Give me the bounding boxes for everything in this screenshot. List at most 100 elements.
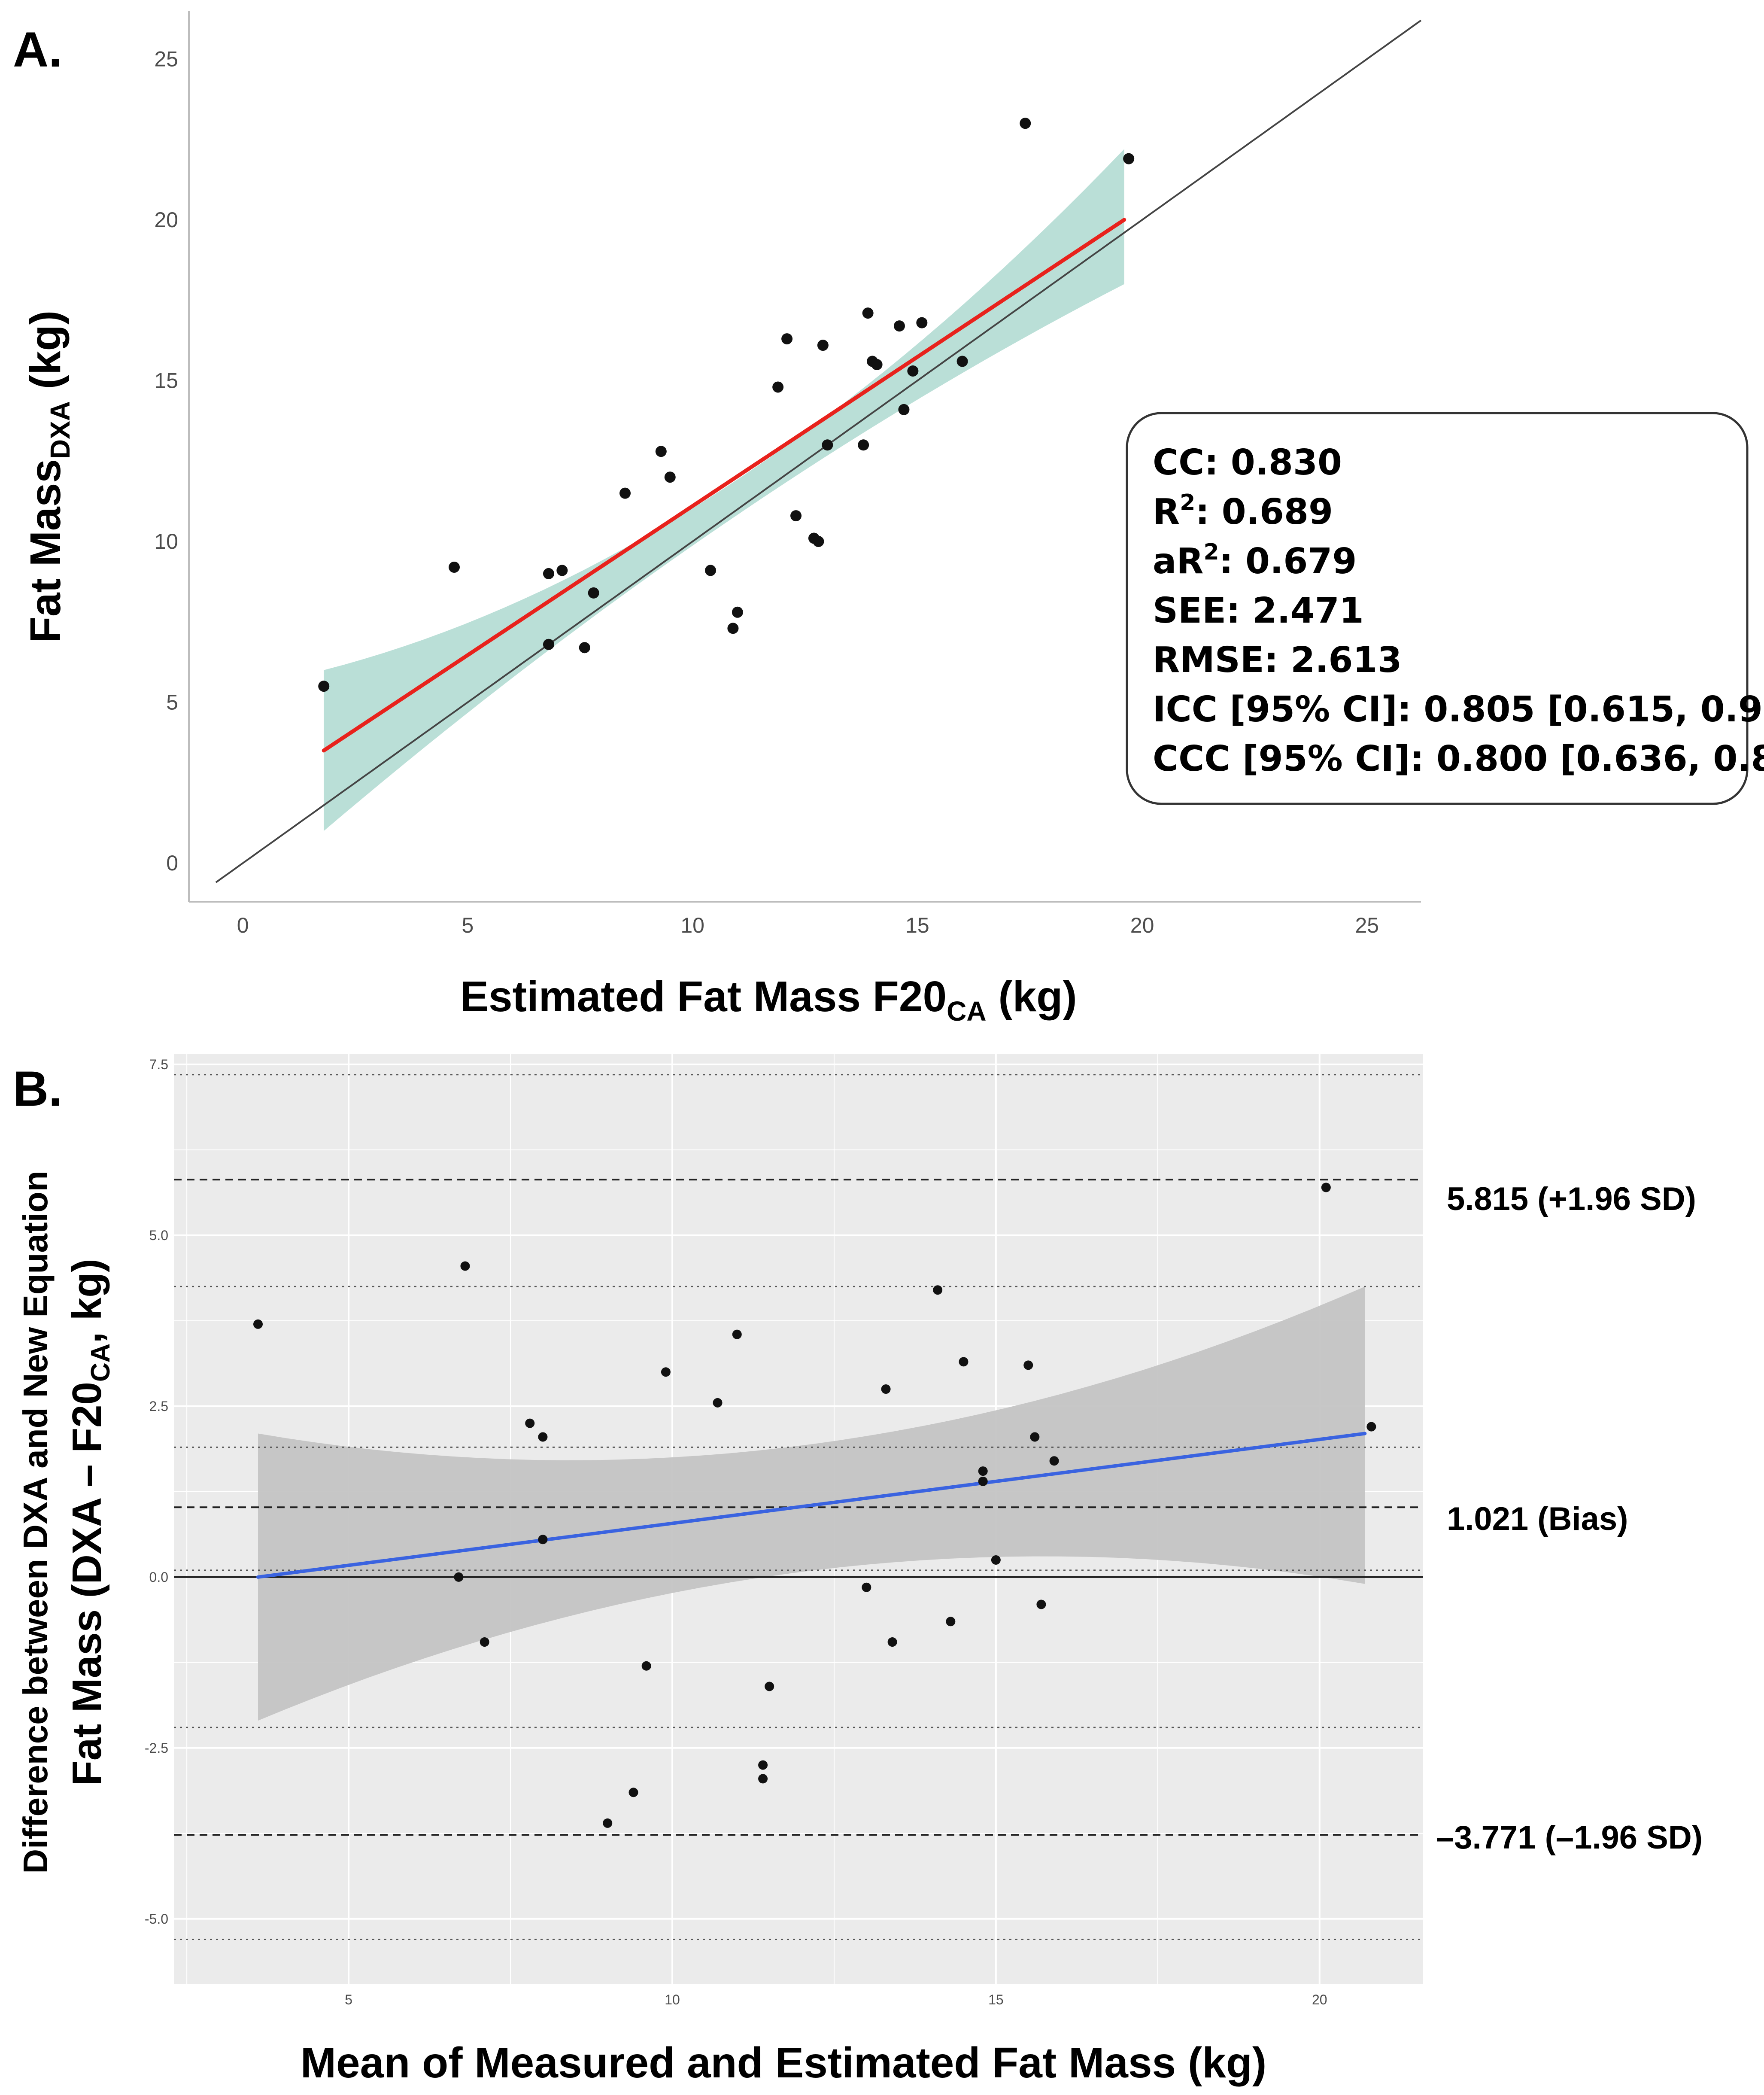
panel-a-data-point bbox=[705, 565, 717, 576]
panel-b-data-point bbox=[1366, 1422, 1376, 1432]
panel-b-data-point bbox=[253, 1319, 263, 1329]
panel-a-data-point bbox=[732, 606, 743, 618]
panel-a-ci-band bbox=[324, 149, 1124, 831]
panel-b-data-point bbox=[978, 1466, 988, 1476]
panel-a-data-point bbox=[772, 381, 784, 393]
panel-b-data-point bbox=[713, 1398, 723, 1408]
panel-a-data-point bbox=[1020, 118, 1031, 129]
panel-b-data-point bbox=[454, 1572, 464, 1582]
panel-a-data-point bbox=[898, 404, 910, 415]
panel-b-data-point bbox=[946, 1617, 956, 1627]
panel-b-chart: B. 5 10 15 20 -5.0 -2.5 0.0 2.5 5.0 7.5 5.815 (+… bbox=[13, 1054, 1703, 2087]
panel-a-ci-band-group bbox=[324, 149, 1124, 831]
panel-b-y-tick-label: 0.0 bbox=[149, 1569, 168, 1585]
stat-icc: ICC [95% CI]: 0.805 [0.615, 0.904] bbox=[1153, 689, 1764, 730]
panel-b-y-tick-label: 2.5 bbox=[149, 1399, 168, 1414]
panel-a-chart: A. 0 5 10 15 20 25 0 5 10 15 20 25 Estimated Fat M… bbox=[13, 11, 1764, 1027]
panel-a-x-tick-label: 25 bbox=[1355, 913, 1379, 937]
stat-rmse: RMSE: 2.613 bbox=[1153, 640, 1402, 681]
panel-a-data-point bbox=[727, 623, 739, 634]
bias-label: 1.021 (Bias) bbox=[1447, 1501, 1628, 1537]
panel-b-data-point bbox=[881, 1384, 891, 1394]
panel-a-data-point bbox=[822, 439, 833, 451]
panel-a-data-point bbox=[579, 642, 590, 654]
panel-b-y-tick-label: 7.5 bbox=[149, 1057, 168, 1072]
panel-b-data-point bbox=[1321, 1183, 1331, 1192]
panel-a-data-point bbox=[619, 487, 631, 499]
panel-b-x-tick-label: 10 bbox=[665, 1992, 680, 2007]
panel-b-data-point bbox=[732, 1329, 742, 1339]
panel-a-data-point bbox=[916, 317, 928, 328]
panel-b-fit-line bbox=[256, 1432, 1367, 1579]
panel-a-stats-box bbox=[1126, 412, 1749, 805]
panel-a-y-tick-label: 20 bbox=[154, 208, 178, 232]
panel-a-x-axis-title: Estimated Fat Mass F20CA (kg) bbox=[460, 973, 1077, 1027]
panel-a-data-point bbox=[664, 471, 676, 483]
panel-b-fit-line-group bbox=[256, 1432, 1367, 1579]
panel-b-data-point bbox=[525, 1418, 535, 1428]
panel-b-data-point bbox=[661, 1367, 671, 1377]
panel-a-data-point bbox=[907, 365, 919, 377]
panel-a-data-point bbox=[781, 333, 793, 345]
panel-b-data-point bbox=[959, 1357, 969, 1367]
panel-b-data-point bbox=[1049, 1456, 1059, 1466]
panel-a-data-point bbox=[588, 587, 599, 599]
panel-a-data-point bbox=[817, 340, 829, 351]
panel-b-data-point bbox=[991, 1555, 1001, 1565]
panel-a-data-point bbox=[893, 320, 905, 332]
panel-b-x-axis-title: Mean of Measured and Estimated Fat Mass … bbox=[301, 2039, 1267, 2087]
lower-loa-label: –3.771 (–1.96 SD) bbox=[1436, 1819, 1703, 1856]
panel-a-data-point bbox=[956, 356, 968, 367]
panel-b-data-point bbox=[480, 1637, 489, 1647]
stat-cc: CC: 0.830 bbox=[1153, 442, 1342, 483]
panel-a-y-ticks: 0 5 10 15 20 25 bbox=[154, 47, 178, 875]
panel-b-label: B. bbox=[13, 1061, 62, 1116]
stat-see: SEE: 2.471 bbox=[1153, 590, 1364, 631]
panel-a-y-tick-label: 5 bbox=[166, 690, 178, 715]
panel-b-x-tick-label: 15 bbox=[988, 1992, 1004, 2007]
panel-b-data-point bbox=[978, 1476, 988, 1486]
panel-a-x-tick-label: 20 bbox=[1130, 913, 1154, 937]
upper-loa-label: 5.815 (+1.96 SD) bbox=[1447, 1181, 1696, 1217]
panel-b-x-tick-label: 20 bbox=[1312, 1992, 1327, 2007]
panel-b-y-ticks: -5.0 -2.5 0.0 2.5 5.0 7.5 bbox=[145, 1057, 168, 1927]
panel-b-data-point bbox=[1023, 1360, 1033, 1370]
panel-a-y-tick-label: 25 bbox=[154, 47, 178, 71]
panel-a-label: A. bbox=[13, 22, 62, 77]
panel-a-x-ticks: 0 5 10 15 20 25 bbox=[237, 913, 1379, 937]
stat-ccc: CCC [95% CI]: 0.800 [0.636, 0.895] bbox=[1153, 739, 1764, 779]
panel-b-data-point bbox=[765, 1681, 774, 1691]
panel-a-data-point bbox=[448, 561, 460, 573]
panel-b-data-point bbox=[862, 1582, 871, 1592]
panel-a-data-point bbox=[862, 307, 874, 319]
panel-a-stats-text: CC: 0.830 R2: 0.689 aR2: 0.679 SEE: 2.47… bbox=[1153, 442, 1764, 779]
panel-a-data-point bbox=[543, 639, 554, 650]
panel-a-x-tick-label: 10 bbox=[680, 913, 704, 937]
panel-a-data-point bbox=[813, 536, 824, 547]
panel-b-data-point bbox=[603, 1818, 613, 1828]
panel-a-y-tick-label: 0 bbox=[166, 851, 178, 875]
panel-b-data-point bbox=[628, 1788, 638, 1797]
panel-a-data-point bbox=[655, 446, 667, 457]
panel-a-x-tick-label: 0 bbox=[237, 913, 249, 937]
panel-a-points-group bbox=[318, 118, 1135, 692]
panel-a-data-point bbox=[543, 568, 554, 579]
panel-b-x-ticks: 5 10 15 20 bbox=[345, 1992, 1327, 2007]
panel-b-data-point bbox=[538, 1432, 548, 1442]
panel-b-y-axis-title-line2: Fat Mass (DXA – F20CA, kg) bbox=[64, 1259, 115, 1786]
panel-b-data-point bbox=[1030, 1432, 1040, 1442]
panel-a-data-point bbox=[858, 439, 869, 451]
panel-a-identity-line bbox=[215, 19, 1422, 883]
panel-a-fit-line-group bbox=[322, 218, 1126, 753]
panel-b-data-point bbox=[758, 1760, 768, 1770]
panel-a-fit-line bbox=[322, 218, 1126, 753]
panel-a-y-tick-label: 15 bbox=[154, 368, 178, 392]
panel-a-identity-line-group bbox=[215, 19, 1422, 883]
panel-b-points-group bbox=[253, 1183, 1376, 1828]
panel-a-x-tick-label: 15 bbox=[905, 913, 929, 937]
panel-a-y-tick-label: 10 bbox=[154, 529, 178, 553]
stat-r2: R2: 0.689 bbox=[1153, 490, 1333, 532]
panel-a-data-point bbox=[1123, 153, 1135, 164]
panel-b-data-point bbox=[887, 1637, 897, 1647]
